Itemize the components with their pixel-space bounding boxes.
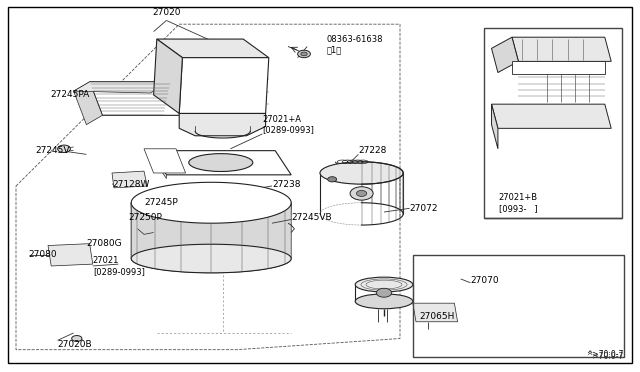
Polygon shape — [413, 303, 458, 322]
Polygon shape — [150, 151, 291, 175]
Polygon shape — [112, 171, 147, 188]
Polygon shape — [492, 37, 518, 73]
Circle shape — [72, 336, 82, 341]
Text: 27021
[0289-0993]: 27021 [0289-0993] — [93, 256, 145, 276]
Text: 27128W: 27128W — [112, 180, 149, 189]
Polygon shape — [74, 82, 102, 125]
Ellipse shape — [189, 154, 253, 171]
Polygon shape — [131, 203, 291, 273]
Text: 27070: 27070 — [470, 276, 499, 285]
Polygon shape — [512, 37, 611, 61]
Ellipse shape — [320, 162, 403, 184]
Circle shape — [350, 187, 373, 200]
Text: 27245V: 27245V — [35, 146, 70, 155]
Text: 27021+B
[0993-   ]: 27021+B [0993- ] — [499, 193, 538, 213]
Ellipse shape — [355, 277, 413, 292]
Polygon shape — [179, 113, 266, 136]
Text: 27021+A
[0289-0993]: 27021+A [0289-0993] — [262, 115, 314, 134]
Polygon shape — [157, 39, 269, 58]
Text: 27238: 27238 — [272, 180, 301, 189]
Circle shape — [376, 288, 392, 297]
Text: 27020: 27020 — [152, 8, 180, 17]
Circle shape — [328, 177, 337, 182]
Polygon shape — [154, 39, 182, 113]
Polygon shape — [150, 151, 166, 179]
Polygon shape — [512, 61, 605, 74]
Text: 27080G: 27080G — [86, 239, 122, 248]
Bar — [413, 255, 624, 357]
Polygon shape — [90, 82, 182, 115]
Circle shape — [58, 145, 70, 153]
Bar — [484, 28, 622, 218]
Text: 27080: 27080 — [29, 250, 58, 259]
Polygon shape — [144, 149, 186, 173]
Text: 27245PA: 27245PA — [51, 90, 90, 99]
Text: 27065H: 27065H — [419, 312, 454, 321]
Text: 27245VB: 27245VB — [291, 213, 332, 222]
Polygon shape — [179, 58, 269, 113]
Polygon shape — [492, 104, 611, 128]
Circle shape — [356, 190, 367, 196]
Polygon shape — [492, 104, 498, 149]
Text: 27020B: 27020B — [58, 340, 92, 349]
Circle shape — [298, 50, 310, 58]
Text: 08363-61638
（1）: 08363-61638 （1） — [326, 35, 383, 54]
Text: 27245P: 27245P — [144, 198, 178, 207]
Polygon shape — [48, 244, 93, 266]
Text: 27228: 27228 — [358, 146, 387, 155]
Polygon shape — [131, 182, 291, 223]
Polygon shape — [74, 82, 170, 93]
Text: ^>70:0-7: ^>70:0-7 — [587, 352, 624, 361]
Text: 27250P: 27250P — [128, 213, 162, 222]
Text: 27072: 27072 — [410, 204, 438, 213]
Text: ^>70:0-7: ^>70:0-7 — [587, 350, 624, 359]
Circle shape — [301, 52, 307, 56]
Ellipse shape — [355, 294, 413, 309]
Polygon shape — [131, 244, 291, 273]
